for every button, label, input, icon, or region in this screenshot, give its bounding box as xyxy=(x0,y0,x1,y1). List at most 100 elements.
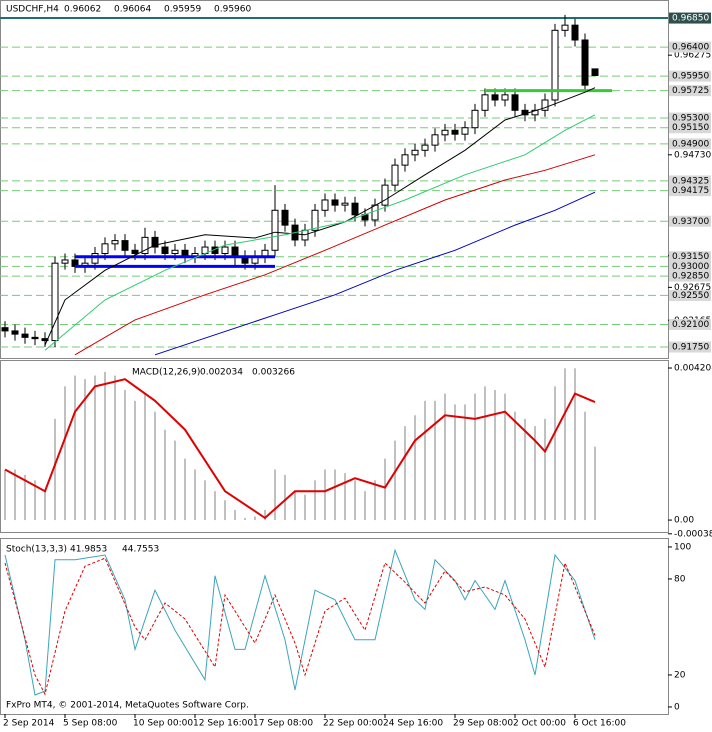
histogram-bar xyxy=(154,411,156,521)
level-label-box xyxy=(669,122,711,134)
indicator-line xyxy=(44,114,596,351)
indicator-line xyxy=(44,87,596,346)
header-value: 0.95960 xyxy=(214,5,251,15)
candle-body xyxy=(441,129,449,136)
candle-body xyxy=(91,253,99,264)
candle-body xyxy=(171,249,179,255)
x-tick-label: 2 Oct 00:00 xyxy=(513,719,566,729)
histogram-bar xyxy=(244,517,246,521)
histogram-bar xyxy=(114,375,116,521)
level-label-box xyxy=(669,112,711,124)
candle-body xyxy=(421,144,429,151)
level-label: 0.92850 xyxy=(672,272,709,282)
header-value: 0.003266 xyxy=(252,368,295,378)
histogram-bar xyxy=(354,480,356,521)
candle-body xyxy=(551,29,559,101)
candle-body xyxy=(341,202,349,206)
indicator-line xyxy=(4,557,596,696)
x-tick-label: 5 Sep 08:00 xyxy=(63,719,118,729)
level-label: 0.95725 xyxy=(672,86,709,96)
level-label: 0.93700 xyxy=(672,217,709,227)
candle-body xyxy=(411,149,419,156)
histogram-bar xyxy=(384,458,386,521)
candle-body xyxy=(151,236,159,248)
candle-body xyxy=(141,236,149,255)
candle-body xyxy=(1,327,9,332)
indicator-line xyxy=(154,191,596,356)
level-label-box xyxy=(669,318,711,330)
histogram-bar xyxy=(214,491,216,521)
histogram-bar xyxy=(4,470,6,521)
histogram-bar xyxy=(544,418,546,521)
candle-body xyxy=(581,39,589,86)
candle-body xyxy=(461,127,469,135)
indicator-line xyxy=(74,154,596,356)
level-label-box xyxy=(669,215,711,227)
histogram-bar xyxy=(574,368,576,521)
histogram-bar xyxy=(514,411,516,521)
candle-body xyxy=(471,109,479,129)
y-tick-label: -0.00038 xyxy=(674,529,712,539)
candle-body xyxy=(391,164,399,186)
panel-title: MACD(12,26,9) xyxy=(132,368,200,378)
candle-body xyxy=(131,249,139,255)
histogram-bar xyxy=(454,404,456,521)
histogram-bar xyxy=(524,418,526,521)
histogram-bar xyxy=(474,393,476,521)
histogram-bar xyxy=(174,440,176,521)
histogram-bar xyxy=(284,474,286,521)
candle-body xyxy=(101,243,109,255)
candle-body xyxy=(561,24,569,31)
level-label-box xyxy=(669,260,711,272)
header-value: 0.002034 xyxy=(200,368,243,378)
histogram-bar xyxy=(144,393,146,521)
level-label-box xyxy=(669,251,711,263)
level-label-box xyxy=(669,270,711,282)
level-label-box xyxy=(669,70,711,82)
candle-body xyxy=(11,330,19,335)
histogram-bar xyxy=(344,473,346,521)
candle-body xyxy=(321,199,329,211)
x-tick-label: 2 Sep 2014 xyxy=(3,719,55,729)
candle-body xyxy=(271,209,279,251)
histogram-bar xyxy=(404,426,406,521)
histogram-bar xyxy=(484,386,486,521)
histogram-bar xyxy=(314,480,316,521)
histogram-bar xyxy=(104,371,106,521)
candle-body xyxy=(31,336,39,340)
level-label: 0.95300 xyxy=(672,114,709,124)
candle-body xyxy=(571,24,579,41)
histogram-bar xyxy=(444,393,446,521)
candle-body xyxy=(591,68,599,76)
level-label-box xyxy=(669,175,711,187)
histogram-bar xyxy=(44,491,46,521)
candle-body xyxy=(331,199,339,206)
y-tick-label: 0.96275 xyxy=(674,51,711,61)
histogram-bar xyxy=(194,469,196,521)
histogram-bar xyxy=(34,480,36,521)
candle-body xyxy=(501,94,509,101)
candle-body xyxy=(371,204,379,221)
histogram-bar xyxy=(84,379,86,521)
histogram-bar xyxy=(224,500,226,521)
x-tick-label: 29 Sep 08:00 xyxy=(453,719,513,729)
histogram-bar xyxy=(594,446,596,521)
histogram-bar xyxy=(554,386,556,521)
histogram-bar xyxy=(294,491,296,521)
histogram-bar xyxy=(64,386,66,521)
histogram-bar xyxy=(584,411,586,521)
candle-body xyxy=(111,240,119,245)
level-label: 0.96400 xyxy=(672,43,709,53)
histogram-bar xyxy=(184,458,186,521)
header-value: 44.7553 xyxy=(122,545,159,555)
level-label: 0.94900 xyxy=(672,139,709,149)
candle-body xyxy=(491,94,499,101)
header-value: 41.9853 xyxy=(70,545,107,555)
histogram-bar xyxy=(564,368,566,521)
panel-frame xyxy=(0,538,669,715)
y-tick-label: 0.92675 xyxy=(674,283,711,293)
level-label: 0.95950 xyxy=(672,72,709,82)
histogram-bar xyxy=(274,469,276,521)
y-tick-label: 0.004208 xyxy=(674,364,712,374)
